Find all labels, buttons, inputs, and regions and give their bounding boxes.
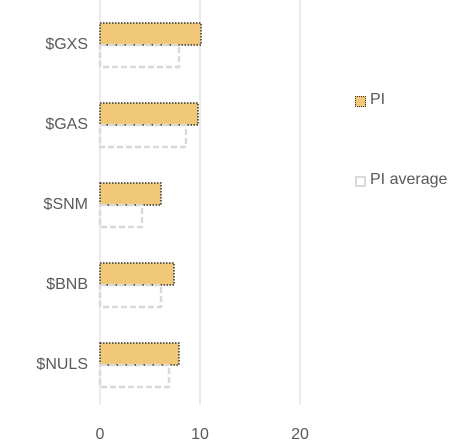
- bar: [98, 203, 144, 229]
- legend-label: PI average: [370, 171, 448, 188]
- legend-swatch: [355, 96, 366, 107]
- bar: [98, 283, 163, 309]
- bar: [98, 123, 188, 149]
- y-tick-label: $NULS: [36, 356, 88, 373]
- x-tick-label: 10: [191, 426, 209, 443]
- y-tick-label: $SNM: [44, 196, 88, 213]
- bar: [99, 102, 199, 126]
- bar: [98, 363, 171, 389]
- x-tick-label: 20: [291, 426, 309, 443]
- y-tick-label: $GAS: [45, 116, 88, 133]
- x-tick-label: 0: [96, 426, 105, 443]
- y-tick-label: $BNB: [46, 276, 88, 293]
- legend-label: PI: [370, 91, 386, 108]
- bar: [99, 182, 162, 206]
- legend-swatch: [355, 176, 366, 187]
- bar: [99, 262, 175, 286]
- legend-item: PI: [355, 91, 450, 112]
- bar: [99, 342, 180, 366]
- y-tick-label: $GXS: [45, 36, 88, 53]
- legend-item: PI average: [355, 171, 450, 192]
- bar: [98, 43, 181, 69]
- bar: [99, 22, 202, 46]
